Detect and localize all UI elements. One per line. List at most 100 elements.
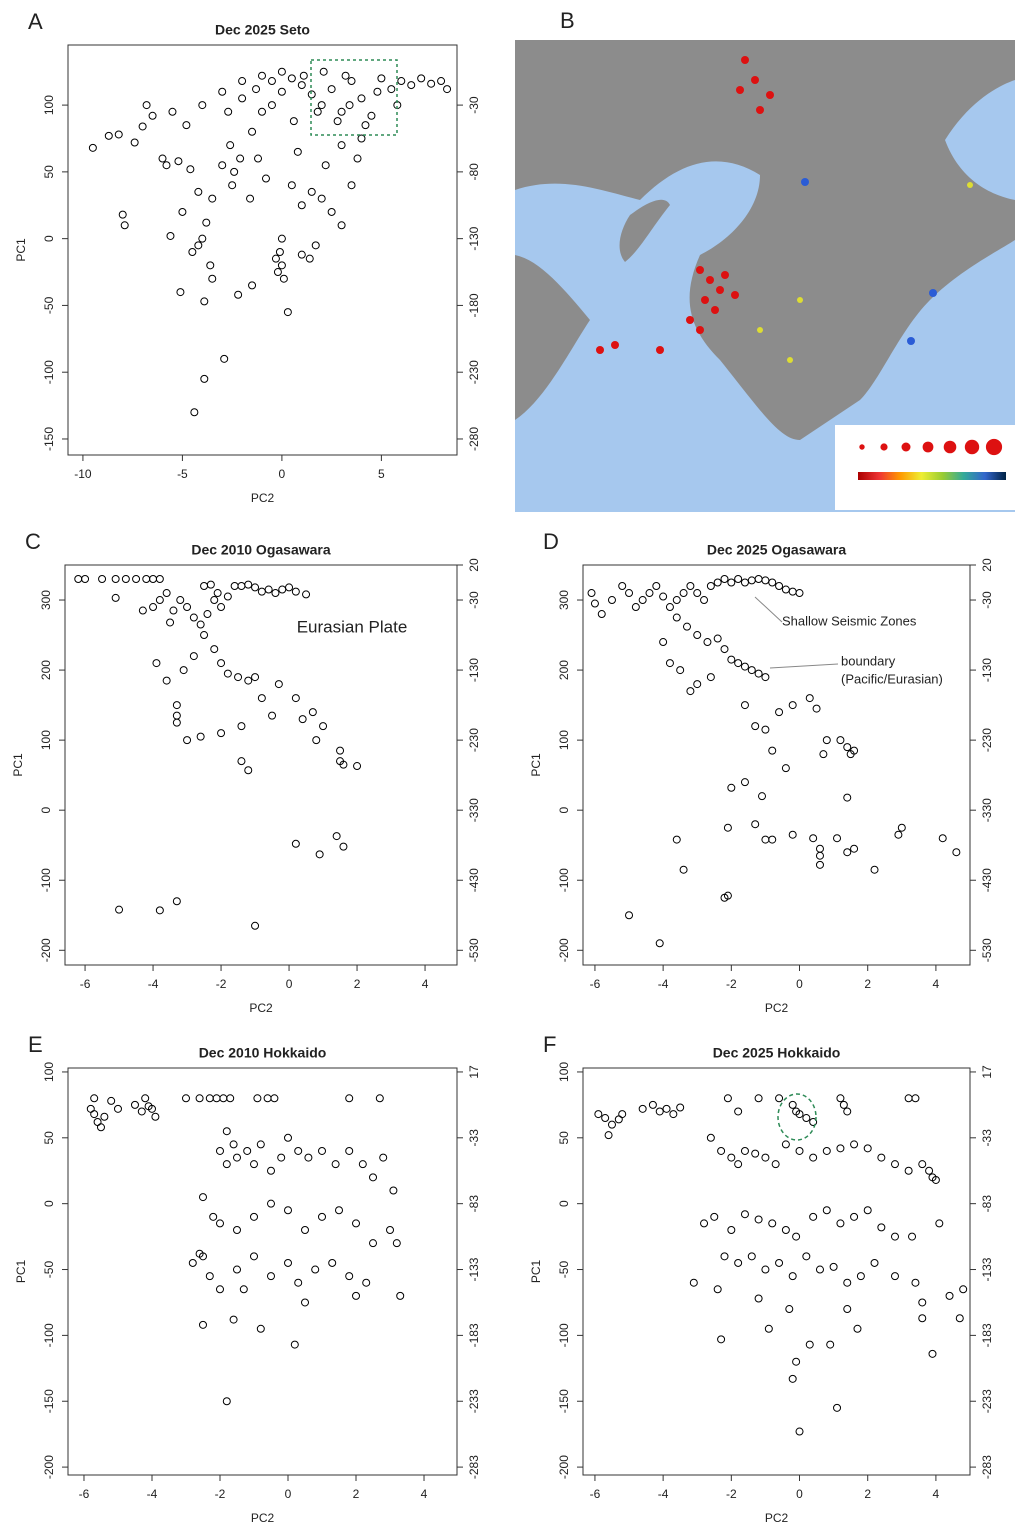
panel-label: A: [28, 9, 43, 34]
x-axis-label: PC2: [251, 491, 275, 505]
y-tick-label: 0: [557, 807, 571, 814]
y-axis-label: PC1: [529, 1260, 543, 1284]
map-dot: [696, 266, 704, 274]
y2-tick-label: -283: [467, 1455, 481, 1479]
y-tick-label: -200: [39, 938, 53, 962]
y-tick-label: -100: [39, 868, 53, 892]
x-tick-label: -2: [726, 1487, 737, 1501]
x-tick-label: 0: [285, 1487, 292, 1501]
y2-tick-label: -430: [980, 868, 994, 892]
y2-tick-label: 17: [467, 1065, 481, 1079]
x-tick-label: -4: [147, 1487, 158, 1501]
map-dot: [716, 286, 724, 294]
x-tick-label: 0: [796, 1487, 803, 1501]
map-dot: [731, 291, 739, 299]
y-tick-label: -150: [42, 1389, 56, 1413]
x-tick-label: -6: [80, 977, 91, 991]
y2-tick-label: -230: [467, 360, 481, 384]
y-tick-label: -50: [557, 1261, 571, 1279]
colorbar: [858, 472, 1006, 480]
y2-tick-label: -83: [980, 1195, 994, 1213]
y-tick-label: 300: [39, 590, 53, 610]
y-tick-label: 0: [42, 235, 56, 242]
x-tick-label: 4: [422, 977, 429, 991]
legend-size: [986, 439, 1002, 455]
map-dot: [751, 76, 759, 84]
y2-tick-label: -30: [467, 591, 481, 609]
map-dot: [741, 56, 749, 64]
x-tick-label: -6: [79, 1487, 90, 1501]
x-tick-label: 4: [421, 1487, 428, 1501]
y2-tick-label: -233: [467, 1389, 481, 1413]
chart-title: Dec 2010 Ogasawara: [191, 542, 331, 558]
map-dot: [967, 182, 973, 188]
map-dot: [686, 316, 694, 324]
legend-size: [944, 441, 957, 454]
chart-title: Dec 2010 Hokkaido: [199, 1045, 327, 1061]
x-tick-label: 0: [279, 467, 286, 481]
map-dot: [766, 91, 774, 99]
map-legend: [835, 425, 1015, 510]
y2-tick-label: -133: [467, 1257, 481, 1281]
map-dot: [701, 296, 709, 304]
x-tick-label: -6: [590, 1487, 601, 1501]
x-tick-label: 5: [378, 467, 385, 481]
y2-tick-label: -33: [980, 1129, 994, 1147]
y-axis-label: PC1: [14, 1260, 28, 1284]
annotation: (Pacific/Eurasian): [841, 671, 943, 686]
panel-label: F: [543, 1032, 556, 1057]
y-tick-label: 50: [557, 1131, 571, 1145]
y-tick-label: -150: [557, 1389, 571, 1413]
y-tick-label: 100: [42, 95, 56, 115]
legend-size: [902, 443, 911, 452]
y2-tick-label: -430: [467, 868, 481, 892]
y-tick-label: 0: [557, 1200, 571, 1207]
x-tick-label: -4: [658, 1487, 669, 1501]
y-tick-label: -50: [42, 296, 56, 314]
y2-tick-label: -230: [467, 728, 481, 752]
map-dot: [801, 178, 809, 186]
y2-tick-label: -230: [980, 728, 994, 752]
y-axis-label: PC1: [529, 753, 543, 777]
y-tick-label: 200: [39, 660, 53, 680]
legend-size: [880, 443, 887, 450]
map-dot: [656, 346, 664, 354]
x-tick-label: -4: [658, 977, 669, 991]
y-tick-label: 200: [557, 660, 571, 680]
y-tick-label: 100: [42, 1062, 56, 1082]
y2-tick-label: -283: [980, 1455, 994, 1479]
panel-label: B: [560, 8, 575, 33]
y-tick-label: -200: [557, 1455, 571, 1479]
map-dot: [596, 346, 604, 354]
x-tick-label: 2: [353, 1487, 360, 1501]
legend-size: [859, 444, 864, 449]
y2-tick-label: -330: [980, 798, 994, 822]
x-tick-label: 4: [933, 977, 940, 991]
legend-size: [965, 440, 979, 454]
x-tick-label: -5: [177, 467, 188, 481]
legend-size: [923, 442, 934, 453]
map-dot: [611, 341, 619, 349]
map-dot: [907, 337, 915, 345]
x-tick-label: 4: [933, 1487, 940, 1501]
x-tick-label: -10: [74, 467, 92, 481]
y2-tick-label: -183: [980, 1323, 994, 1347]
y-tick-label: -150: [42, 427, 56, 451]
y2-tick-label: 20: [467, 558, 481, 572]
x-tick-label: -4: [148, 977, 159, 991]
x-tick-label: 0: [796, 977, 803, 991]
map-dot: [736, 86, 744, 94]
map-dot: [756, 106, 764, 114]
y-tick-label: -200: [557, 938, 571, 962]
y-tick-label: 300: [557, 590, 571, 610]
y2-tick-label: -530: [467, 938, 481, 962]
y-tick-label: -50: [42, 1261, 56, 1279]
x-tick-label: 0: [286, 977, 293, 991]
y-tick-label: -100: [42, 360, 56, 384]
chart-title: Dec 2025 Hokkaido: [713, 1045, 841, 1061]
x-tick-label: -2: [215, 1487, 226, 1501]
y2-tick-label: -30: [980, 591, 994, 609]
y2-tick-label: -530: [980, 938, 994, 962]
x-axis-label: PC2: [765, 1511, 789, 1525]
panel-label: C: [25, 529, 41, 554]
